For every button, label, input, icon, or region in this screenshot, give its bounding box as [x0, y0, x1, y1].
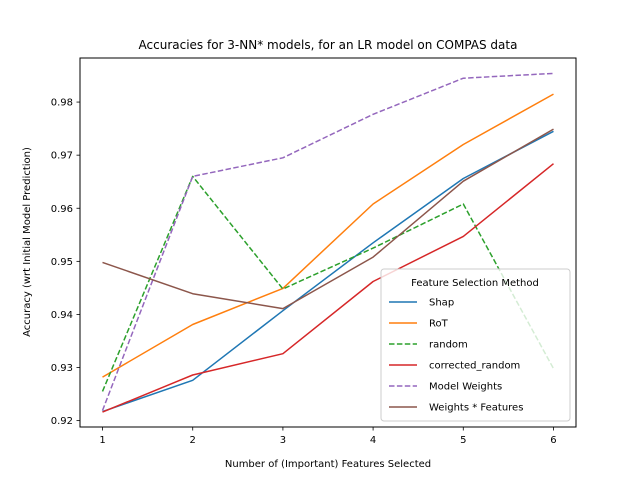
- series-layer: [101, 72, 555, 413]
- series-line-shap: [102, 130, 554, 413]
- legend-label-rot: RoT: [429, 319, 449, 330]
- series-line-weights-features: [102, 128, 554, 310]
- plot-frame: [79, 57, 577, 428]
- legend-label-random: random: [429, 340, 468, 351]
- y-tick-label: 0.96: [51, 204, 73, 215]
- x-tick-label: 6: [550, 435, 556, 446]
- x-tick-label: 4: [370, 435, 376, 446]
- series-line-rot: [102, 93, 554, 378]
- series-line-corrected-random: [102, 163, 554, 413]
- legend-box: [380, 268, 571, 422]
- legend: Feature Selection Method Shap RoT random co…: [380, 268, 571, 422]
- x-tick-label: 1: [99, 435, 105, 446]
- legend-label-weights-features: Weights * Features: [429, 403, 523, 414]
- legend-label-corrected-random: corrected_random: [429, 361, 520, 372]
- legend-entries: Shap RoT random corrected_random Model Weigh…: [389, 298, 523, 414]
- y-tick-label: 0.92: [51, 416, 73, 427]
- y-tick-label: 0.93: [51, 363, 73, 374]
- legend-label-shap: Shap: [429, 298, 454, 309]
- y-tick-label: 0.97: [51, 151, 73, 162]
- x-axis-ticks: 1 2 3 4 5 6: [99, 427, 557, 446]
- y-axis-ticks: 0.92 0.93 0.94 0.95 0.96 0.97 0.98: [51, 98, 80, 427]
- y-tick-label: 0.94: [51, 310, 73, 321]
- y-tick-label: 0.95: [51, 257, 73, 268]
- chart-title: Accuracies for 3-NN* models, for an LR m…: [139, 38, 518, 52]
- series-line-random: [101, 175, 555, 392]
- y-axis-label: Accuracy (wrt Initial Model Prediction): [22, 147, 33, 337]
- x-tick-label: 2: [190, 435, 196, 446]
- y-tick-label: 0.98: [51, 98, 73, 109]
- x-tick-label: 5: [460, 435, 466, 446]
- series-line-model-weights: [101, 72, 554, 411]
- legend-title: Feature Selection Method: [411, 278, 539, 289]
- x-axis-label: Number of (Important) Features Selected: [225, 459, 431, 470]
- x-tick-label: 3: [280, 435, 286, 446]
- legend-label-model-weights: Model Weights: [429, 382, 502, 393]
